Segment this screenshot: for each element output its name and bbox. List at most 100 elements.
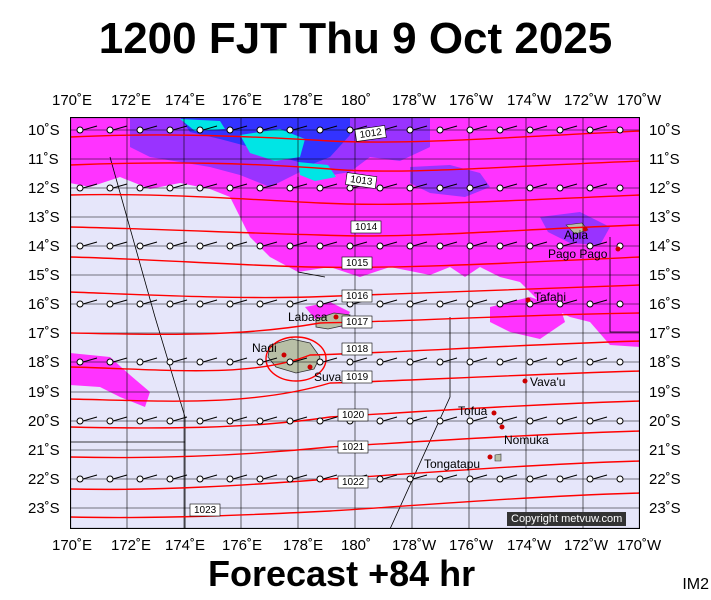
lat-label: 18˚S xyxy=(28,354,60,371)
map-title: 1200 FJT Thu 9 Oct 2025 xyxy=(98,14,613,63)
lon-label: 178˚W xyxy=(392,537,437,554)
isobars xyxy=(70,130,640,519)
lon-label: 176˚E xyxy=(222,537,263,554)
lon-label: 176˚E xyxy=(222,92,263,109)
isobar-label: 1021 xyxy=(342,442,365,453)
lat-label: 16˚S xyxy=(28,296,60,313)
lon-label: 172˚E xyxy=(111,537,152,554)
lon-label: 178˚E xyxy=(283,537,324,554)
lon-label: 174˚W xyxy=(507,92,552,109)
place-label-pago-pago: Pago Pago xyxy=(548,247,608,261)
place-label-nomuka: Nomuka xyxy=(504,433,549,447)
lat-label: 14˚S xyxy=(649,238,681,255)
place-label-vavau: Vava'u xyxy=(530,375,565,389)
lon-label: 176˚W xyxy=(449,92,494,109)
isobar-labels: 1012 1013 1014 1015 1016 1017 1018 1019 … xyxy=(189,125,387,517)
lon-label: 174˚E xyxy=(165,537,206,554)
place-dot-vavau xyxy=(522,378,528,384)
lon-label: 178˚E xyxy=(283,92,324,109)
lat-label: 16˚S xyxy=(649,296,681,313)
isobar-label: 1015 xyxy=(346,258,369,269)
isobar-label: 1017 xyxy=(346,317,369,328)
barb-row-20s xyxy=(76,417,624,425)
map-frame xyxy=(70,117,640,529)
lat-label: 12˚S xyxy=(649,180,681,197)
lat-label: 13˚S xyxy=(649,209,681,226)
rain-area-light-west xyxy=(70,353,150,407)
lat-label: 22˚S xyxy=(649,471,681,488)
lat-label: 15˚S xyxy=(28,267,60,284)
isobar-label: 1023 xyxy=(194,505,217,516)
lat-label: 12˚S xyxy=(28,180,60,197)
isobar-label: 1018 xyxy=(346,344,369,355)
barb-row-12s xyxy=(76,184,624,192)
isobar-label: 1014 xyxy=(355,222,378,233)
lat-label: 20˚S xyxy=(649,413,681,430)
place-label-tofua: Tofua xyxy=(458,404,488,418)
isobar-label: 1019 xyxy=(346,372,369,383)
lat-label: 19˚S xyxy=(649,384,681,401)
tonga-islands xyxy=(494,453,502,462)
lon-label: 172˚W xyxy=(564,92,609,109)
isobar-label: 1022 xyxy=(342,477,365,488)
lat-label: 14˚S xyxy=(28,238,60,255)
lat-label: 17˚S xyxy=(28,325,60,342)
lat-label: 21˚S xyxy=(28,442,60,459)
lon-label: 178˚W xyxy=(392,92,437,109)
place-dot-tongatapu xyxy=(487,454,493,460)
places: Apia Pago Pago Tafahi Labasa Nadi Suva V… xyxy=(252,226,621,471)
place-label-nadi: Nadi xyxy=(252,341,277,355)
copyright-badge: Copyright metvuw.com xyxy=(507,512,627,526)
lon-label: 176˚W xyxy=(449,537,494,554)
place-dot-tafahi xyxy=(525,297,531,303)
lat-label: 23˚S xyxy=(649,500,681,517)
isobar-label: 1013 xyxy=(349,174,373,188)
lon-label: 170˚W xyxy=(617,92,662,109)
place-label-tongatapu: Tongatapu xyxy=(424,457,480,471)
lat-label: 18˚S xyxy=(649,354,681,371)
isobar-label: 1020 xyxy=(342,410,365,421)
isobar-label: 1012 xyxy=(359,127,383,141)
land-layer xyxy=(267,222,589,462)
place-dot-nomuka xyxy=(499,424,505,430)
place-label-tafahi: Tafahi xyxy=(534,290,566,304)
lat-label: 15˚S xyxy=(649,267,681,284)
forecast-map: 1012 1013 1014 1015 1016 1017 1018 1019 … xyxy=(70,117,640,529)
place-dot-pago-pago xyxy=(615,246,621,252)
lat-label: 19˚S xyxy=(28,384,60,401)
lat-label: 10˚S xyxy=(28,122,60,139)
rain-area-extreme-3 xyxy=(180,119,225,131)
lat-label: 23˚S xyxy=(28,500,60,517)
lon-label: 180˚ xyxy=(341,92,372,109)
forecast-hour: Forecast +84 hr xyxy=(208,553,476,594)
place-dot-tofua xyxy=(491,410,497,416)
place-dot-labasa xyxy=(333,314,339,320)
image-code: IM2 xyxy=(682,576,709,593)
lon-label: 170˚W xyxy=(617,537,662,554)
place-label-apia: Apia xyxy=(564,228,588,242)
lon-label: 172˚E xyxy=(111,92,152,109)
lat-label: 17˚S xyxy=(649,325,681,342)
lat-label: 22˚S xyxy=(28,471,60,488)
wind-barbs xyxy=(76,125,624,483)
rain-area-light-tafahi xyxy=(490,297,565,339)
place-label-labasa: Labasa xyxy=(288,310,328,324)
place-dot-apia xyxy=(582,226,588,232)
place-dot-nadi xyxy=(281,352,287,358)
lon-label: 170˚E xyxy=(52,537,93,554)
lon-label: 174˚W xyxy=(507,537,552,554)
lat-label: 20˚S xyxy=(28,413,60,430)
lon-label: 174˚E xyxy=(165,92,206,109)
barb-row-16s xyxy=(76,300,624,308)
barb-row-18s xyxy=(76,358,624,366)
lat-label: 13˚S xyxy=(28,209,60,226)
samoa-islands xyxy=(565,222,589,235)
eez-boundaries xyxy=(70,156,640,529)
lat-label: 10˚S xyxy=(649,122,681,139)
lon-label: 180˚ xyxy=(341,537,372,554)
isobar-label: 1016 xyxy=(346,291,369,302)
lat-label: 11˚S xyxy=(28,151,59,168)
low-isobar-fiji xyxy=(265,336,327,382)
lon-label: 170˚E xyxy=(52,92,93,109)
barb-shafts xyxy=(82,125,608,480)
